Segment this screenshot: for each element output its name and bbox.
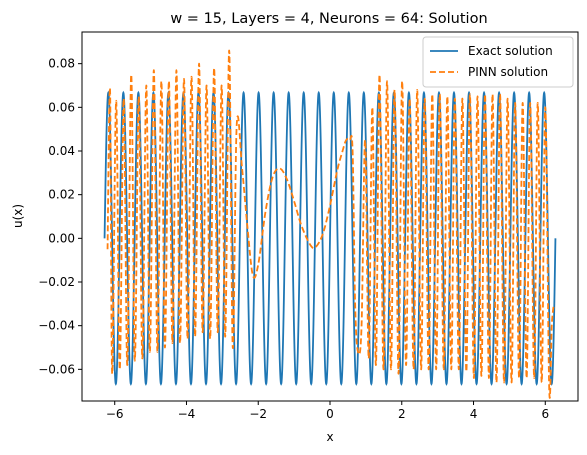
x-axis: −6 −4 −2 0 2 4 6	[106, 401, 549, 421]
x-tick-label: 4	[470, 407, 478, 421]
x-tick-label: 0	[326, 407, 334, 421]
x-tick-label: −6	[106, 407, 124, 421]
series-pinn-solution	[106, 49, 555, 399]
x-axis-label: x	[326, 430, 333, 444]
x-tick-label: 6	[541, 407, 549, 421]
y-tick-label: 0.08	[48, 57, 75, 71]
y-tick-label: 0.00	[48, 231, 75, 245]
legend-label-exact: Exact solution	[468, 44, 553, 58]
y-tick-label: −0.02	[38, 275, 75, 289]
y-tick-label: −0.06	[38, 362, 75, 376]
y-tick-label: −0.04	[38, 319, 75, 333]
x-tick-label: −4	[178, 407, 196, 421]
y-tick-label: 0.02	[48, 188, 75, 202]
y-axis-label: u(x)	[11, 204, 25, 228]
legend-box	[422, 36, 574, 88]
chart-title: w = 15, Layers = 4, Neurons = 64: Soluti…	[170, 11, 487, 27]
legend-label-pinn: PINN solution	[468, 65, 548, 79]
x-tick-label: −2	[249, 407, 267, 421]
y-axis: −0.06 −0.04 −0.02 0.00 0.02 0.04 0.06 0.08	[38, 57, 82, 376]
x-tick-label: 2	[398, 407, 406, 421]
y-tick-label: 0.04	[48, 144, 75, 158]
legend: Exact solution PINN solution	[422, 36, 574, 88]
y-tick-label: 0.06	[48, 100, 75, 114]
